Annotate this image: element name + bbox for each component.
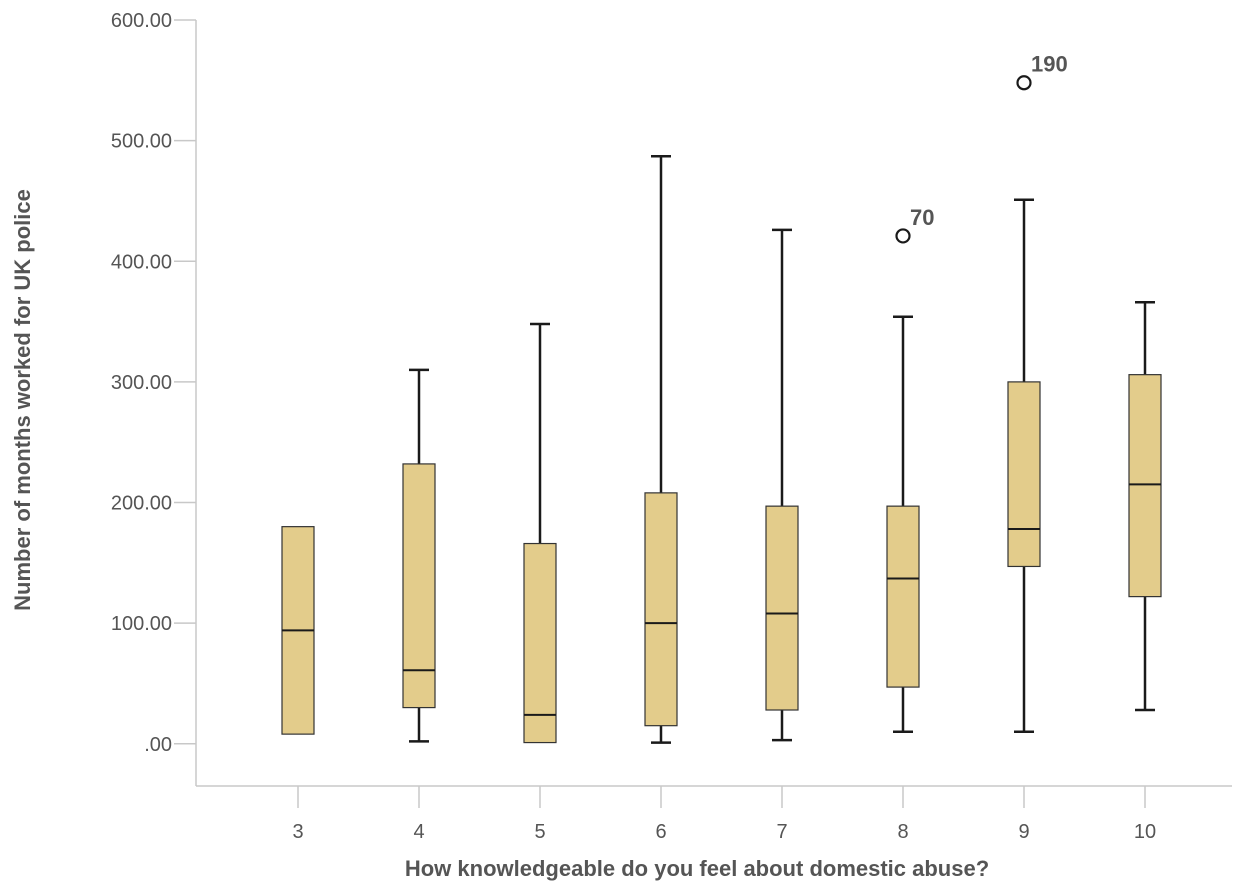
y-tick-label: 500.00 xyxy=(111,131,172,153)
x-tick-label: 9 xyxy=(1018,821,1029,843)
x-tick-label: 4 xyxy=(413,821,424,843)
boxes: 70 190 xyxy=(281,52,1162,744)
box-iqr xyxy=(523,542,557,744)
box-group: 70 xyxy=(886,205,934,733)
x-tick-label: 5 xyxy=(534,821,545,843)
box-group: 190 xyxy=(1007,52,1068,733)
box-iqr xyxy=(1128,374,1162,598)
outlier-point xyxy=(1016,75,1032,91)
x-tick-label: 10 xyxy=(1134,821,1156,843)
box-iqr xyxy=(402,463,436,709)
y-axis-title: Number of months worked for UK police xyxy=(10,189,35,611)
box-group xyxy=(644,155,678,744)
axes: .00 100.00 200.00 300.00 400.00 500.00 600.00 3… xyxy=(111,10,1232,843)
x-tick-label: 6 xyxy=(655,821,666,843)
box-iqr xyxy=(886,505,920,688)
box-iqr xyxy=(644,492,678,727)
y-tick-label: 600.00 xyxy=(111,10,172,32)
y-tick-label: 400.00 xyxy=(111,251,172,273)
outlier-point xyxy=(895,228,911,244)
box-group xyxy=(1128,301,1162,712)
outlier-label: 190 xyxy=(1031,52,1068,77)
box-group xyxy=(281,526,315,735)
x-tick-label: 8 xyxy=(897,821,908,843)
y-tick-label: .00 xyxy=(144,734,172,756)
box-group xyxy=(523,322,557,744)
outlier-label: 70 xyxy=(910,205,934,230)
x-tick-label: 7 xyxy=(776,821,787,843)
box-iqr xyxy=(765,505,799,711)
box-iqr xyxy=(1007,381,1041,568)
x-axis-title: How knowledgeable do you feel about dome… xyxy=(405,856,989,881)
y-tick-label: 300.00 xyxy=(111,372,172,394)
y-tick-label: 200.00 xyxy=(111,493,172,515)
box-group xyxy=(402,368,436,743)
x-tick-label: 3 xyxy=(292,821,303,843)
y-tick-label: 100.00 xyxy=(111,613,172,635)
box-group xyxy=(765,228,799,742)
